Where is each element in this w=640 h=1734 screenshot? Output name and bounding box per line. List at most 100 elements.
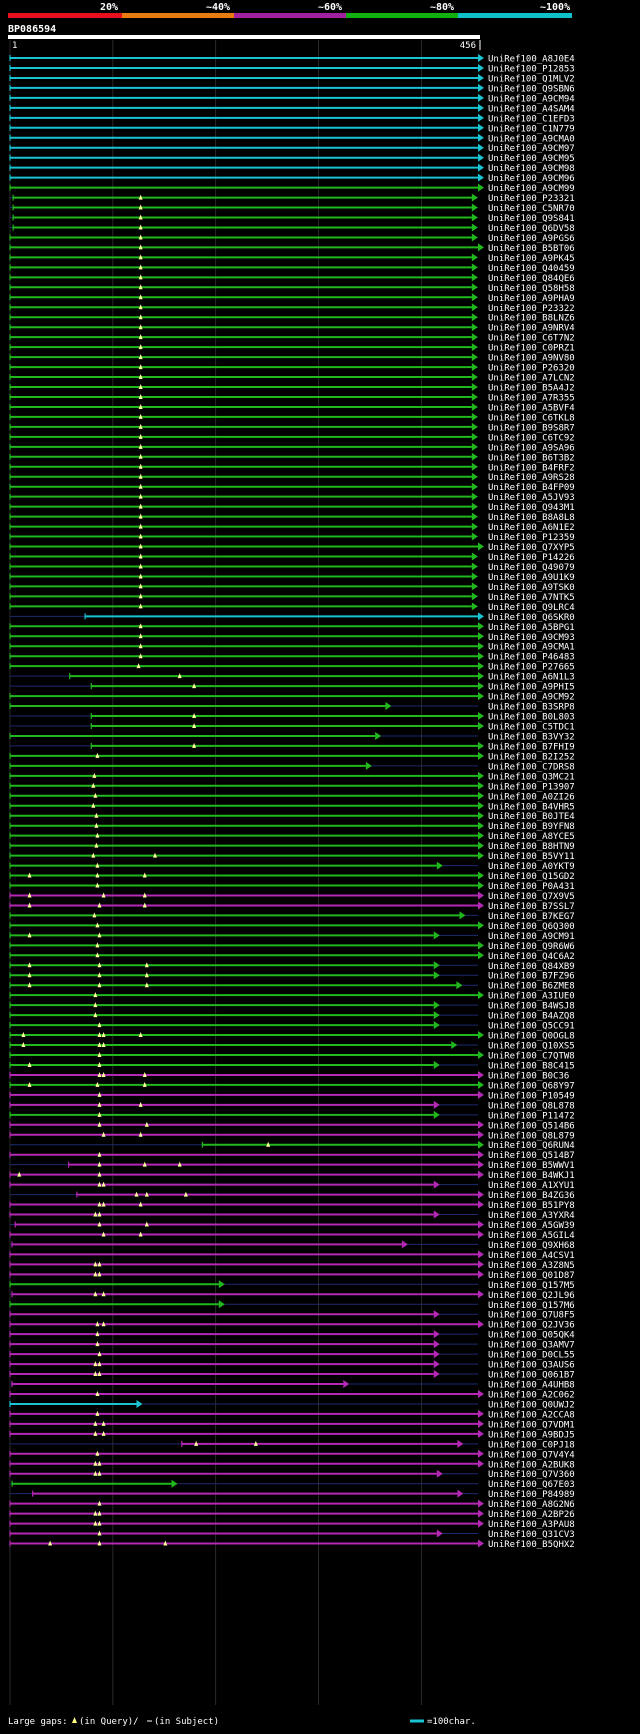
hit-label: UniRef100_Q10XS5 xyxy=(488,1042,575,1052)
legend-label: ~100% xyxy=(540,2,570,13)
hit-row: UniRef100_Q6SKR0 xyxy=(10,612,575,623)
hit-label: UniRef100_A4CSV1 xyxy=(488,1251,575,1261)
gap-marker-icon xyxy=(97,1271,102,1277)
gap-marker-icon xyxy=(138,1032,143,1038)
hit-label: UniRef100_Q2JV36 xyxy=(488,1321,575,1331)
hit-arrow-icon xyxy=(478,921,484,930)
hit-row: UniRef100_A9CM95 xyxy=(9,153,575,164)
hit-label: UniRef100_Q3AMV7 xyxy=(488,1341,575,1351)
hit-label: UniRef100_B4FP09 xyxy=(488,483,575,493)
hit-arrow-icon xyxy=(478,1419,484,1428)
hit-label: UniRef100_Q67E03 xyxy=(488,1480,575,1490)
hit-row: UniRef100_Q7V4Y4 xyxy=(9,1449,575,1460)
hit-arrow-icon xyxy=(478,133,484,142)
hit-label: UniRef100_D0CL55 xyxy=(488,1351,575,1361)
gap-marker-icon xyxy=(97,982,102,988)
hit-row: UniRef100_A2CCA8 xyxy=(9,1409,575,1420)
hit-arrow-icon xyxy=(478,1031,484,1040)
hit-arrow-icon xyxy=(478,1140,484,1149)
gap-marker-icon xyxy=(138,473,143,479)
hit-label: UniRef100_Q58H58 xyxy=(488,284,575,294)
hit-row: UniRef100_P0A431 xyxy=(9,881,575,892)
hit-row: UniRef100_Q0UWJ2 xyxy=(9,1399,575,1410)
hit-arrow-icon xyxy=(401,1240,408,1249)
gap-marker-icon xyxy=(138,264,143,270)
hit-arrow-icon xyxy=(478,63,484,72)
hit-arrow-icon xyxy=(478,143,484,152)
hit-arrow-icon xyxy=(478,712,484,721)
gap-marker-icon xyxy=(91,852,96,858)
hit-row: UniRef100_Q10XS5 xyxy=(9,1041,575,1052)
gap-marker-icon xyxy=(92,912,97,918)
hit-row: UniRef100_A9CMA1 xyxy=(9,642,575,653)
hit-arrow-icon xyxy=(471,522,478,531)
hit-arrow-icon xyxy=(471,602,478,611)
hit-arrow-icon xyxy=(471,233,478,242)
hit-arrow-icon xyxy=(478,93,484,102)
hit-label: UniRef100_P11472 xyxy=(488,1111,575,1121)
hit-row: UniRef100_Q67E03 xyxy=(10,1479,575,1490)
hit-arrow-icon xyxy=(436,861,443,870)
hit-label: UniRef100_P84989 xyxy=(488,1490,575,1500)
gap-marker-icon xyxy=(144,982,149,988)
hit-arrow-icon xyxy=(471,502,478,511)
hit-row: UniRef100_C6T7N2 xyxy=(9,333,575,344)
hit-row: UniRef100_C5NR70 xyxy=(10,203,575,214)
hit-arrow-icon xyxy=(478,791,484,800)
hit-arrow-icon xyxy=(471,383,478,392)
gap-marker-icon xyxy=(138,503,143,509)
hit-row: UniRef100_P84989 xyxy=(10,1489,575,1500)
gap-marker-icon xyxy=(142,892,147,898)
hit-arrow-icon xyxy=(478,54,484,62)
hit-arrow-icon xyxy=(457,1439,464,1448)
hit-arrow-icon xyxy=(478,642,484,651)
gap-marker-icon xyxy=(97,1460,102,1466)
hit-label: UniRef100_B7FZ96 xyxy=(488,972,575,982)
gap-marker-icon xyxy=(95,862,100,868)
hit-arrow-icon xyxy=(478,542,484,551)
hit-label: UniRef100_Q7VDM1 xyxy=(488,1420,575,1430)
hit-label: UniRef100_B3VY32 xyxy=(488,732,575,742)
hit-arrow-icon xyxy=(471,412,478,421)
hit-row: UniRef100_A2BP26 xyxy=(9,1509,575,1520)
hit-arrow-icon xyxy=(478,1170,484,1179)
hit-row: UniRef100_Q9S841 xyxy=(10,213,575,224)
hit-arrow-icon xyxy=(433,1340,440,1349)
hit-row: UniRef100_B8LNZ6 xyxy=(9,313,575,324)
hit-arrow-icon xyxy=(478,891,484,900)
gap-marker-icon xyxy=(93,992,98,998)
hit-row: UniRef100_A9CM97 xyxy=(9,143,575,154)
hit-row: UniRef100_A6N1E2 xyxy=(9,522,575,533)
hit-label: UniRef100_P26320 xyxy=(488,364,575,374)
hit-label: UniRef100_C0PRZ1 xyxy=(488,344,575,354)
gap-marker-icon xyxy=(138,643,143,649)
gap-marker-icon xyxy=(97,902,102,908)
hit-row: UniRef100_B6ZME8 xyxy=(9,981,575,992)
hit-row: UniRef100_Q7X9V5 xyxy=(9,891,575,902)
hit-label: UniRef100_A9U1K9 xyxy=(488,573,575,583)
gap-marker-icon xyxy=(27,982,32,988)
hit-arrow-icon xyxy=(471,592,478,601)
hit-label: UniRef100_B0C36 xyxy=(488,1071,569,1081)
hit-arrow-icon xyxy=(433,1310,440,1319)
gap-marker-icon xyxy=(101,1181,106,1187)
hit-label: UniRef100_B4WSJ8 xyxy=(488,1002,575,1012)
hit-label: UniRef100_Q01D87 xyxy=(488,1271,575,1281)
hit-arrow-icon xyxy=(478,1429,484,1438)
hit-row: UniRef100_A6N1L3 xyxy=(10,672,575,683)
gap-marker-icon xyxy=(21,1042,26,1048)
query-gap-marker-icon xyxy=(72,1717,77,1723)
hit-row: UniRef100_Q157M6 xyxy=(9,1300,575,1311)
gap-marker-icon xyxy=(97,1091,102,1097)
hit-row: UniRef100_A9CM91 xyxy=(9,931,575,942)
hit-row: UniRef100_B4ZG36 xyxy=(10,1190,575,1201)
hit-arrow-icon xyxy=(471,333,478,342)
hit-label: UniRef100_B5WWV1 xyxy=(488,1161,575,1171)
gap-marker-icon xyxy=(138,1201,143,1207)
gap-marker-icon xyxy=(101,1430,106,1436)
gap-marker-icon xyxy=(138,563,143,569)
hit-row: UniRef100_B4FP09 xyxy=(9,482,575,493)
gap-marker-icon xyxy=(97,1510,102,1516)
gap-marker-icon xyxy=(138,374,143,380)
hit-row: UniRef100_A9U1K9 xyxy=(9,572,575,583)
